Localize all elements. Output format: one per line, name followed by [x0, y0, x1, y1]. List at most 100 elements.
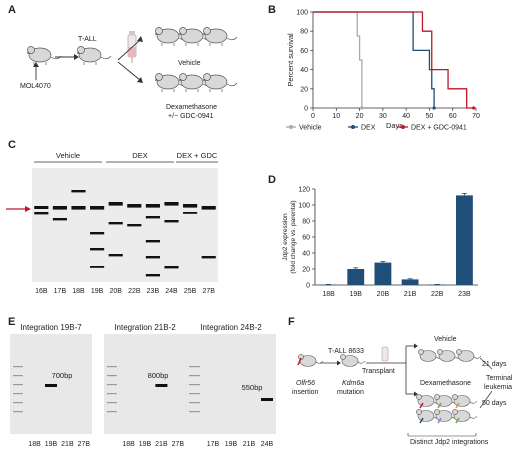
- survival-chart: 0 20 40 60 80 100 0 10 20 30 40 50 60 70 Days Percent s…: [286, 10, 480, 132]
- mouse-icon: [452, 409, 478, 422]
- legend-label: DEX + GDC-0941: [411, 125, 467, 132]
- legend-label: DEX: [361, 125, 376, 132]
- lane-label: 23B: [147, 288, 160, 295]
- lane-label: 20B: [109, 288, 122, 295]
- bar: [347, 269, 365, 285]
- series-line-0: [313, 11, 363, 108]
- x-tick-label: 19B: [350, 291, 363, 298]
- jdp2-bar-chart: 0 20 40 60 80 100 120 18B 19B 20B 21B 22B 23B Jdp2 ex…: [282, 187, 478, 298]
- insertion-label: insertion: [292, 389, 319, 396]
- ladder-band: [107, 366, 117, 368]
- mouse-icon: [340, 354, 366, 367]
- ladder-band: [107, 402, 117, 404]
- gel-band: [164, 202, 179, 206]
- mouse-icon: [76, 46, 112, 66]
- y-tick-label: 100: [296, 10, 308, 17]
- series-end-point: [432, 106, 436, 110]
- x-tick-label: 0: [311, 113, 315, 120]
- gel-band: [164, 220, 179, 223]
- ladder-band: [107, 393, 117, 395]
- x-tick-label: 70: [472, 113, 480, 120]
- gel-band: [164, 266, 179, 269]
- y-tick-label: 20: [300, 86, 308, 93]
- y-axis-label: Jdp2 expression(fold change vs. parental…: [282, 200, 297, 273]
- transplant-label: Transplant: [362, 368, 395, 375]
- lane-label: 21B: [61, 441, 74, 448]
- lane-label: 21B: [155, 441, 168, 448]
- ladder-band: [107, 375, 117, 377]
- gel-band: [90, 248, 105, 251]
- lane-label: 19B: [225, 441, 238, 448]
- lane-label: 27B: [172, 441, 185, 448]
- tall-8633-label: T-ALL 8633: [328, 348, 364, 355]
- series-line-2: [313, 11, 474, 109]
- lane-label: 19B: [45, 441, 58, 448]
- lane-label: 19B: [91, 288, 104, 295]
- bar: [320, 284, 338, 286]
- bar: [401, 279, 419, 285]
- gel-band: [108, 222, 123, 225]
- ladder-band: [13, 411, 23, 413]
- y-tick-label: 60: [300, 48, 308, 55]
- x-tick-label: 60: [449, 113, 457, 120]
- x-tick-label: 50: [426, 113, 434, 120]
- lane-label: 17B: [54, 288, 67, 295]
- bar: [455, 195, 473, 285]
- gel-title: Integration 24B-2: [200, 323, 262, 332]
- mol-label: MOL4070: [20, 83, 51, 90]
- gel-band: [183, 204, 198, 208]
- lane-label: 16B: [35, 288, 48, 295]
- kdm-label: Kdm6a: [342, 380, 365, 387]
- vehicle-label: Vehicle: [178, 60, 201, 67]
- series-line-1: [313, 11, 435, 108]
- ladder-band: [189, 375, 200, 377]
- gel-band: [34, 206, 49, 209]
- x-tick-label: 40: [402, 113, 410, 120]
- ladder-band: [13, 366, 23, 368]
- group-label: Vehicle: [56, 151, 80, 160]
- panel-label-f: F: [288, 316, 295, 328]
- panel-a-schematic: [26, 27, 238, 93]
- lane-label: 22B: [128, 288, 141, 295]
- ladder-band: [107, 384, 117, 386]
- series-end-point: [472, 106, 476, 110]
- x-tick-label: 30: [379, 113, 387, 120]
- panel-label-c: C: [8, 139, 16, 151]
- bar: [428, 284, 446, 286]
- gel-band: [145, 216, 160, 219]
- panel-label-e: E: [8, 316, 16, 328]
- gdc-label: +/− GDC-0941: [168, 113, 214, 120]
- gel-background: [32, 168, 218, 282]
- legend-marker: [401, 125, 405, 129]
- bar: [374, 262, 392, 285]
- gel-band: [127, 224, 142, 227]
- mouse-icon: [452, 394, 478, 407]
- mouse-icon: [202, 73, 238, 93]
- y-tick-label: 80: [300, 29, 308, 36]
- gel-band: [71, 190, 86, 193]
- x-axis-label: Days: [386, 121, 403, 130]
- y-tick-label: 120: [298, 187, 310, 194]
- panel-f-schematic: [297, 343, 493, 437]
- panel-label-d: D: [268, 174, 276, 186]
- x-tick-label: 20B: [377, 291, 390, 298]
- lane-label: 27B: [78, 441, 91, 448]
- mouse-icon: [456, 349, 482, 362]
- terminal-label: Terminal: [486, 375, 513, 382]
- x-tick-label: 20: [356, 113, 364, 120]
- gel-band: [145, 240, 160, 243]
- mouse-icon: [298, 354, 324, 367]
- lane-label: 24B: [261, 441, 274, 448]
- lane-label: 21B: [243, 441, 256, 448]
- gel-band: [201, 206, 216, 210]
- ladder-band: [13, 402, 23, 404]
- distinct-integrations-label: Distinct Jdp2 integrations: [410, 439, 489, 446]
- ladder-band: [189, 393, 200, 395]
- lane-label: 19B: [139, 441, 152, 448]
- ladder-band: [13, 393, 23, 395]
- gel-background: [104, 334, 186, 434]
- gel-c: Vehicle DEX DEX + GDC 16B 17B 18B 19B 20B 22B 23B…: [6, 151, 218, 295]
- y-tick-label: 0: [306, 283, 310, 290]
- y-tick-label: 20: [302, 267, 310, 274]
